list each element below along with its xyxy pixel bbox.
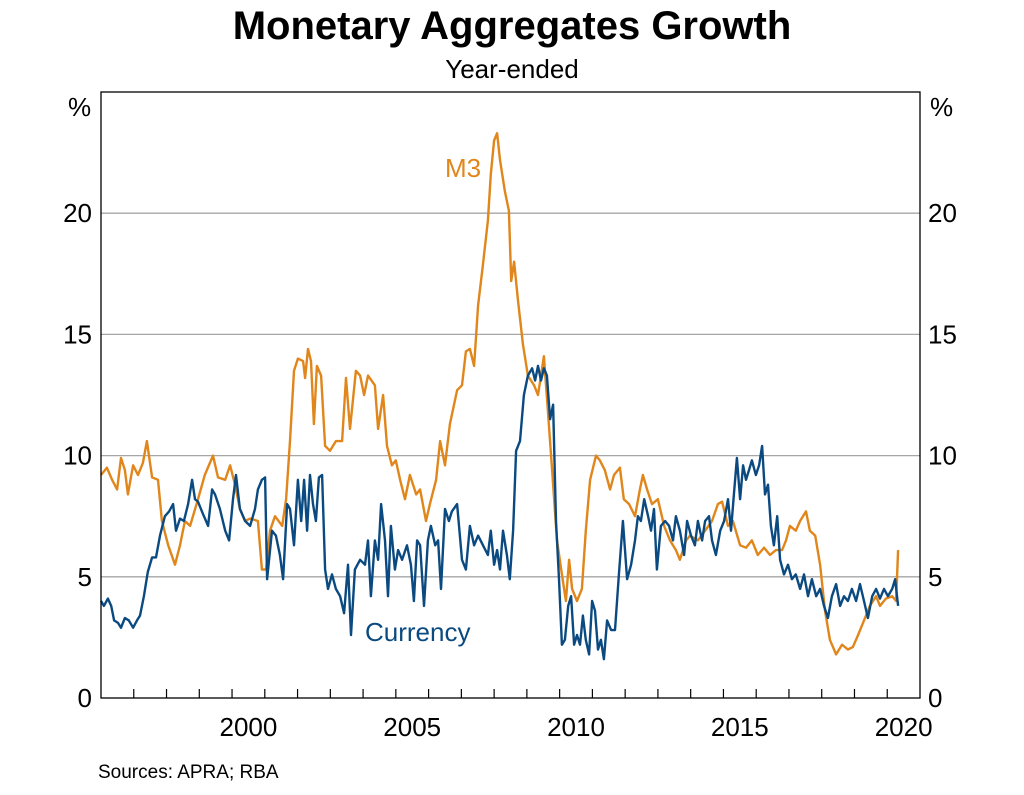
- x-tick-label: 2010: [547, 712, 605, 742]
- left-axis-unit: %: [68, 92, 92, 122]
- series-line-m3: [100, 132, 900, 656]
- series-line-currency: [99, 364, 900, 661]
- series-label-m3: M3: [445, 153, 481, 183]
- x-tick-label: 2000: [219, 712, 277, 742]
- plot-frame: [100, 91, 921, 699]
- y-tick-label-left: 15: [63, 319, 92, 349]
- x-tick-label: 2005: [383, 712, 441, 742]
- y-tick-label-right: 5: [928, 562, 942, 592]
- x-tick-label: 2015: [711, 712, 769, 742]
- y-tick-label-right: 0: [928, 683, 942, 713]
- y-tick-label-left: 5: [78, 562, 92, 592]
- series-label-currency: Currency: [365, 617, 470, 647]
- x-tick-label: 2020: [875, 712, 933, 742]
- y-tick-label-left: 0: [78, 683, 92, 713]
- chart-title: Monetary Aggregates Growth: [232, 4, 792, 48]
- y-tick-label-right: 15: [928, 319, 957, 349]
- y-tick-label-right: 10: [928, 441, 957, 471]
- y-tick-label-left: 20: [63, 198, 92, 228]
- sources-note: Sources: APRA; RBA: [98, 762, 279, 783]
- right-axis-unit: %: [930, 92, 954, 122]
- chart-subtitle: Year-ended: [445, 54, 579, 84]
- y-tick-label-left: 10: [63, 441, 92, 471]
- y-tick-label-right: 20: [928, 198, 957, 228]
